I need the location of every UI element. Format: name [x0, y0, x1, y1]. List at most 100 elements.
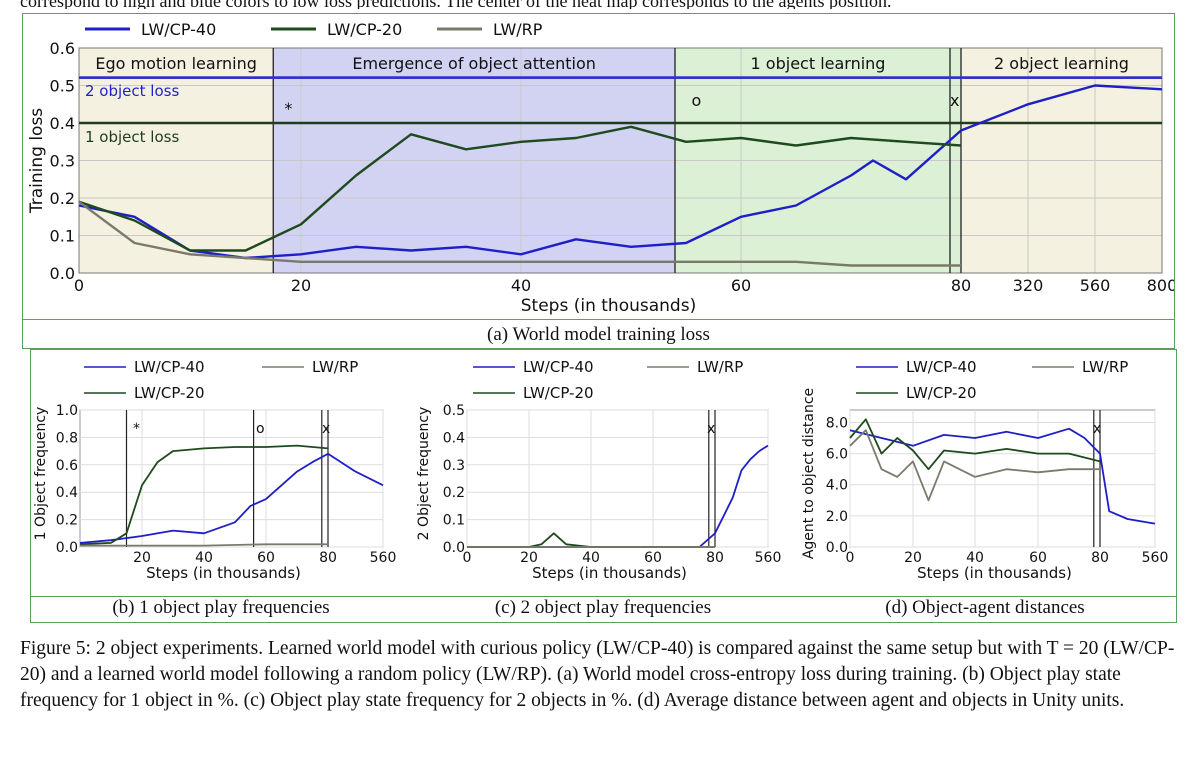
y-tick-label: 0.0: [56, 540, 78, 556]
legend-label: LW/RP: [493, 20, 543, 39]
legend-label: LW/CP-40: [134, 358, 205, 376]
x-tick-label: 320: [1013, 276, 1044, 295]
y-tick-label: 0.0: [443, 540, 465, 556]
y-tick-label: 0.3: [50, 152, 75, 171]
x-tick-label: 560: [1080, 276, 1111, 295]
series-line-lw-cp-20: [849, 418, 1101, 471]
phase-marker: x: [1093, 421, 1101, 437]
x-tick-label: 60: [1029, 550, 1047, 566]
y-tick-label: 0.6: [50, 39, 75, 58]
x-axis-label: Steps (in thousands): [146, 564, 301, 582]
x-tick-label: 0: [74, 276, 84, 295]
caption-a-box: [22, 320, 1175, 349]
x-tick-label: 40: [966, 550, 984, 566]
chart-a: Ego motion learning Emergence of object a…: [27, 20, 1174, 316]
legend-label: LW/CP-40: [141, 20, 216, 39]
x-tick-label: 80: [1091, 550, 1109, 566]
hline-label-2-object: 2 object loss: [85, 82, 179, 100]
legend-label: LW/CP-20: [523, 384, 594, 402]
y-tick-label: 0.6: [56, 458, 78, 474]
phase-marker: o: [692, 91, 702, 110]
phase-marker: *: [133, 421, 140, 437]
y-axis-label: Training loss: [27, 108, 47, 214]
x-tick-label: 60: [644, 550, 662, 566]
x-tick-label: 560: [1142, 550, 1169, 566]
panel-a-box: [22, 13, 1175, 320]
plot-frame: [78, 47, 1163, 274]
y-tick-label: 0.3: [443, 458, 465, 474]
x-tick-label: 20: [904, 550, 922, 566]
y-tick-label: 0.5: [443, 403, 465, 419]
legend-label: LW/RP: [1082, 358, 1128, 376]
y-tick-label: 0.0: [826, 540, 848, 556]
series-line-lw-cp-40: [79, 452, 384, 544]
series-line-lw-cp-40: [78, 84, 1163, 260]
series-line-lw-cp-20: [79, 444, 329, 546]
region-label: 1 object learning: [751, 54, 886, 73]
hline-label-1-object: 1 object loss: [85, 128, 179, 146]
x-tick-label: 60: [731, 276, 751, 295]
top-paragraph-fragment: correspond to high and blue colors to lo…: [20, 0, 1180, 9]
phase-marker: x: [950, 91, 959, 110]
x-tick-label: 560: [370, 550, 397, 566]
legend-label: LW/CP-20: [906, 384, 977, 402]
region-label: Ego motion learning: [95, 54, 257, 73]
legend-label: LW/CP-40: [523, 358, 594, 376]
plot-frame: [79, 409, 384, 548]
x-tick-label: 80: [951, 276, 971, 295]
y-tick-label: 4.0: [826, 478, 848, 494]
y-tick-label: 0.4: [50, 114, 75, 133]
x-axis-label: Steps (in thousands): [917, 564, 1072, 582]
y-axis-label: 1 Object frequency: [33, 407, 49, 541]
x-axis-label: Steps (in thousands): [521, 296, 696, 316]
series-line-lw-rp: [849, 429, 1100, 502]
series-line-lw-cp-20: [78, 125, 962, 252]
x-tick-label: 20: [520, 550, 538, 566]
caption-c: (c) 2 object play frequencies: [494, 597, 712, 618]
legend-label: LW/CP-20: [134, 384, 205, 402]
x-tick-label: 40: [511, 276, 531, 295]
legend-label: LW/CP-20: [327, 20, 402, 39]
series-line-lw-rp: [80, 543, 328, 547]
legend-label: LW/RP: [312, 358, 358, 376]
y-axis-label: 2 Object frequency: [416, 407, 432, 541]
y-tick-label: 0.2: [56, 513, 78, 529]
x-tick-label: 20: [133, 550, 151, 566]
y-tick-label: 0.1: [443, 513, 465, 529]
x-tick-label: 560: [755, 550, 782, 566]
x-tick-label: 40: [195, 550, 213, 566]
x-tick-label: 80: [319, 550, 337, 566]
plot-frame: [466, 409, 769, 548]
y-tick-label: 0.1: [50, 227, 75, 246]
y-axis-label: Agent to object distance: [801, 388, 817, 559]
caption-d: (d) Object-agent distances: [885, 597, 1085, 618]
plot-frame: [849, 409, 1156, 548]
phase-marker: x: [322, 421, 330, 437]
x-tick-label: 20: [291, 276, 311, 295]
x-tick-label: 80: [706, 550, 724, 566]
y-tick-label: 2.0: [826, 509, 848, 525]
x-tick-label: 800: [1147, 276, 1174, 295]
chart-d: x 0.0 2.0 4.0 6.0 8.0 0 20 40 60 80 560 Steps (in th…: [801, 358, 1169, 582]
y-tick-label: 8.0: [826, 415, 848, 431]
y-tick-label: 0.0: [50, 264, 75, 283]
chart-c: x 0.0 0.1 0.2 0.3 0.4 0.5 0 20 40 60 80 560 Steps (in…: [416, 358, 782, 582]
x-axis-label: Steps (in thousands): [532, 564, 687, 582]
y-tick-label: 0.2: [443, 485, 465, 501]
region-label: Emergence of object attention: [352, 54, 596, 73]
captions-bcd-box: [30, 596, 1177, 623]
chart-b: * o x 0.0 0.2 0.4 0.6 0.8 1.0 20 40 60 80 560 Steps (i…: [33, 358, 397, 582]
caption-b: (b) 1 object play frequencies: [112, 597, 330, 618]
legend-label: LW/RP: [697, 358, 743, 376]
phase-marker: *: [284, 99, 292, 118]
y-tick-label: 0.5: [50, 77, 75, 96]
phase-marker: o: [256, 421, 265, 437]
series-line-lw-rp: [78, 200, 961, 267]
y-tick-label: 1.0: [56, 403, 78, 419]
y-tick-label: 0.8: [56, 430, 78, 446]
x-tick-label: 60: [257, 550, 275, 566]
figure-caption: Figure 5: 2 object experiments. Learned …: [20, 638, 1175, 711]
legend-label: LW/CP-40: [906, 358, 977, 376]
y-tick-label: 0.2: [50, 189, 75, 208]
phase-marker: x: [707, 421, 715, 437]
